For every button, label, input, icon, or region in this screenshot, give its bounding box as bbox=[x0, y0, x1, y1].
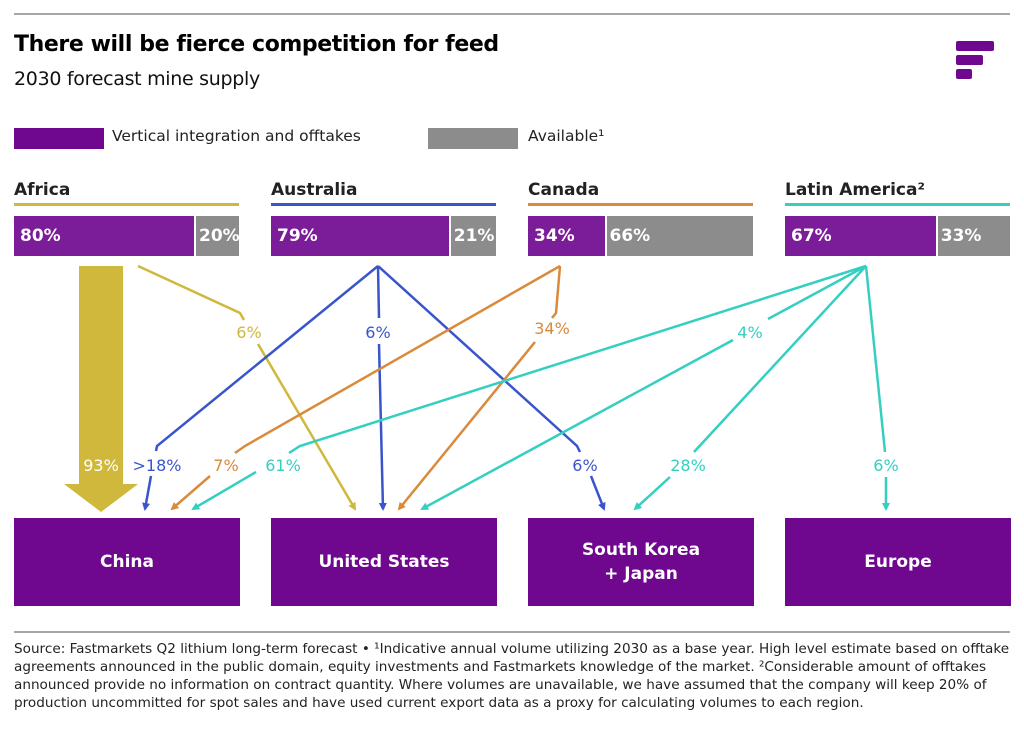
flow-label-latam-china: 61% bbox=[265, 456, 301, 475]
top-rule bbox=[14, 13, 1010, 15]
flow-australia-skj-line-a bbox=[377, 265, 582, 453]
flow-label-africa-us: 6% bbox=[236, 323, 261, 342]
legend-label-integration: Vertical integration and offtakes bbox=[112, 127, 361, 145]
destination-united-states: United States bbox=[271, 518, 497, 606]
flow-latam-skj-line-a bbox=[693, 265, 867, 453]
flow-latam-europe-line-a bbox=[864, 265, 887, 453]
logo-bar-long bbox=[956, 41, 994, 51]
flow-australia-china-line-a bbox=[154, 265, 379, 452]
destination-europe: Europe bbox=[785, 518, 1011, 606]
flow-australia-skj-line-b bbox=[589, 475, 606, 511]
flow-label-australia-skj: 6% bbox=[572, 456, 597, 475]
flow-africa-china-arrow bbox=[64, 266, 138, 512]
region-underline bbox=[14, 203, 239, 206]
flow-canada-china-line-b bbox=[170, 475, 211, 511]
legend-swatch-available bbox=[428, 128, 518, 149]
footer-source-note: Source: Fastmarkets Q2 lithium long-term… bbox=[14, 641, 1010, 711]
flow-label-canada-china: 7% bbox=[213, 456, 238, 475]
legend-swatch-integration bbox=[14, 128, 104, 149]
page-subtitle: 2030 forecast mine supply bbox=[14, 68, 260, 90]
destination-china: China bbox=[14, 518, 240, 606]
flow-label-australia-us: 6% bbox=[365, 323, 390, 342]
legend-label-available: Available¹ bbox=[528, 127, 605, 145]
region-name: Africa bbox=[14, 180, 71, 200]
integrated-segment: 34% bbox=[528, 216, 605, 256]
destination-south-korea-japan: South Korea + Japan bbox=[528, 518, 754, 606]
region-bar: 34% 66% bbox=[528, 216, 753, 256]
flow-latam-china-line-a bbox=[288, 264, 867, 455]
flow-label-africa-china: 93% bbox=[83, 456, 119, 475]
integrated-segment: 80% bbox=[14, 216, 194, 256]
available-segment: 20% bbox=[194, 216, 239, 256]
flow-label-canada-us: 34% bbox=[534, 319, 570, 338]
flow-australia-us-line-b bbox=[377, 343, 387, 511]
region-canada: Canada 34% 66% bbox=[528, 178, 753, 256]
integrated-segment: 79% bbox=[271, 216, 449, 256]
region-underline bbox=[271, 203, 496, 206]
region-australia: Australia 79% 21% bbox=[271, 178, 496, 256]
region-name: Canada bbox=[528, 180, 600, 200]
logo-bar-medium bbox=[956, 55, 983, 65]
flow-canada-china-line-a bbox=[234, 264, 561, 455]
flow-australia-us-line-a bbox=[376, 265, 381, 319]
flow-latam-skj-line-b bbox=[633, 476, 671, 511]
flow-africa-us-line-b bbox=[256, 343, 357, 511]
page-title: There will be fierce competition for fee… bbox=[14, 32, 499, 57]
flow-label-australia-china: >18% bbox=[133, 456, 182, 475]
flow-canada-us-line-b bbox=[397, 341, 536, 511]
flow-africa-us-line-a bbox=[137, 264, 246, 321]
region-name: Latin America² bbox=[785, 180, 925, 200]
region-latin-america: Latin America² 67% 33% bbox=[785, 178, 1010, 256]
flow-label-latam-us: 4% bbox=[737, 323, 762, 342]
region-bar: 67% 33% bbox=[785, 216, 1010, 256]
region-bar: 80% 20% bbox=[14, 216, 239, 256]
flow-latam-us-line-a bbox=[767, 264, 867, 321]
region-underline bbox=[785, 203, 1010, 206]
flow-label-latam-europe: 6% bbox=[873, 456, 898, 475]
logo-bar-short bbox=[956, 69, 972, 79]
available-segment: 21% bbox=[448, 216, 496, 256]
flow-canada-us-line-a bbox=[551, 265, 562, 319]
region-name: Australia bbox=[271, 180, 358, 200]
available-segment: 66% bbox=[604, 216, 753, 256]
flow-label-latam-skj: 28% bbox=[670, 456, 706, 475]
integrated-segment: 67% bbox=[785, 216, 936, 256]
available-segment: 33% bbox=[935, 216, 1010, 256]
region-underline bbox=[528, 203, 753, 206]
region-africa: Africa 80% 20% bbox=[14, 178, 239, 256]
fastmarkets-logo-icon bbox=[956, 41, 996, 85]
footer-rule bbox=[14, 631, 1010, 633]
region-bar: 79% 21% bbox=[271, 216, 496, 256]
flow-latam-china-line-b bbox=[191, 470, 257, 511]
flow-latam-us-line-b bbox=[420, 338, 734, 511]
flow-australia-china-line-b bbox=[142, 475, 153, 511]
